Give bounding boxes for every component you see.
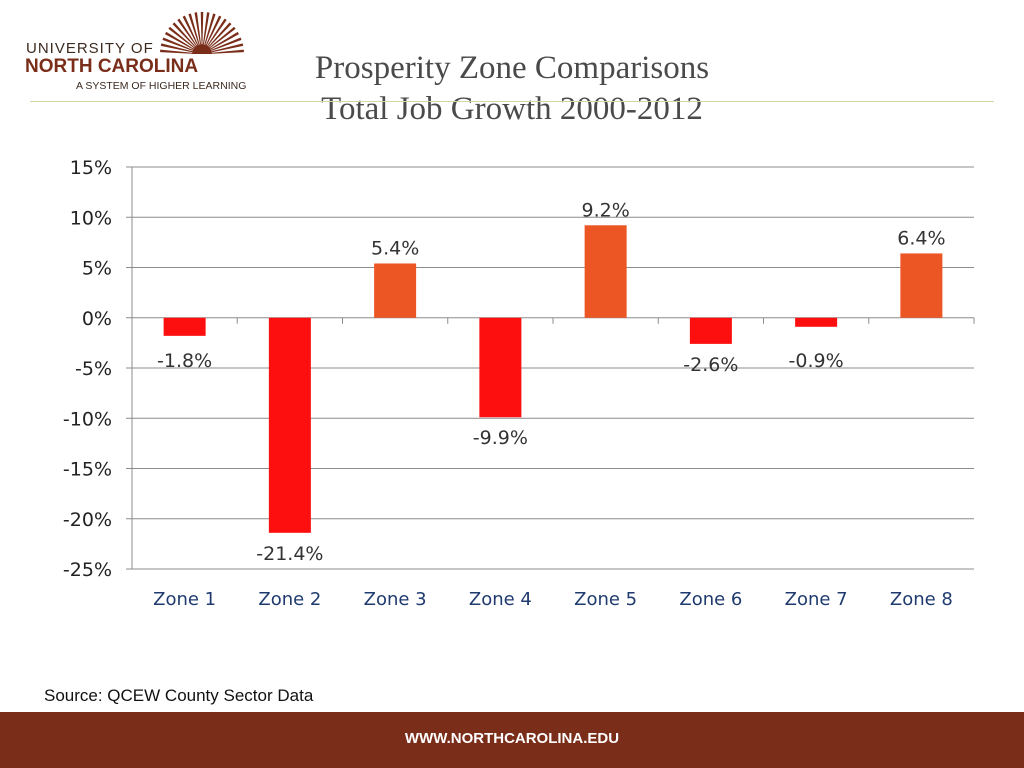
x-tick-label: Zone 4 (469, 589, 532, 610)
x-tick-label: Zone 8 (890, 589, 953, 610)
bar-zone-1 (163, 317, 206, 336)
chart-bars (163, 225, 943, 533)
bar-zone-4 (479, 317, 522, 418)
bar-zone-5 (584, 225, 627, 318)
y-tick-label: 10% (70, 207, 112, 229)
chart-y-axis: 15% 10% 5% 0% -5% -10% -15% -20% -25% (63, 157, 133, 581)
sunburst-ray (162, 37, 193, 51)
y-tick-label: -25% (63, 559, 112, 581)
y-tick-label: 5% (82, 258, 112, 280)
sunburst-ray (160, 43, 193, 53)
sunburst-ray (209, 26, 236, 49)
y-tick-label: -15% (63, 459, 112, 481)
sunburst-core (192, 44, 212, 54)
sunburst-ray (211, 43, 244, 53)
data-label: 9.2% (581, 199, 629, 221)
x-tick-label: Zone 3 (364, 589, 427, 610)
sunburst-ray (160, 49, 193, 54)
sunburst-ray (194, 12, 202, 45)
bar-zone-8 (900, 253, 943, 318)
sunburst-ray (211, 49, 244, 54)
sunburst-logo-icon (160, 12, 244, 54)
data-label: 5.4% (371, 237, 419, 259)
y-tick-label: 0% (82, 308, 112, 330)
bar-zone-6 (689, 317, 732, 344)
sunburst-ray (165, 31, 194, 50)
data-label: -1.8% (157, 350, 212, 372)
title-divider (30, 101, 994, 102)
sunburst-ray (200, 12, 204, 45)
logo-text-university-of: UNIVERSITY OF (26, 40, 154, 57)
x-tick-label: Zone 5 (574, 589, 637, 610)
y-tick-label: 15% (70, 157, 112, 179)
title-line-1: Prosperity Zone Comparisons (314, 50, 710, 86)
sunburst-ray (207, 18, 227, 47)
page-title: Prosperity Zone Comparisons Total Job Gr… (250, 48, 774, 130)
y-tick-label: -5% (75, 358, 112, 380)
y-tick-label: -10% (63, 408, 112, 430)
x-tick-label: Zone 1 (153, 589, 216, 610)
sunburst-ray (188, 13, 200, 45)
sunburst-ray (208, 22, 232, 48)
logo-text-tagline: A SYSTEM OF HIGHER LEARNING (76, 80, 247, 92)
sunburst-ray (210, 31, 239, 50)
sunburst-ray (182, 15, 199, 46)
bar-zone-2 (268, 317, 311, 533)
sunburst-ray (204, 13, 216, 45)
data-label: -21.4% (256, 543, 323, 565)
chart-x-axis: Zone 1 Zone 2 Zone 3 Zone 4 Zone 5 Zone 6 Zone… (131, 317, 975, 610)
x-tick-label: Zone 7 (785, 589, 848, 610)
sunburst-ray (202, 12, 210, 45)
footer-bar: WWW.NORTHCAROLINA.EDU (0, 712, 1024, 768)
data-label: 6.4% (897, 227, 945, 249)
x-tick-label: Zone 2 (258, 589, 321, 610)
bar-zone-7 (795, 317, 838, 327)
sunburst-ray (168, 26, 195, 49)
data-label: -2.6% (683, 354, 738, 376)
chart-data-labels: -1.8% -21.4% 5.4% -9.9% 9.2% -2.6% -0.9% 6.4% (157, 199, 945, 565)
bar-zone-3 (374, 263, 417, 318)
x-tick-label: Zone 6 (679, 589, 742, 610)
logo-text-north-carolina: NORTH CAROLINA (25, 56, 199, 77)
sunburst-ray (172, 22, 196, 48)
footer-website-link[interactable]: WWW.NORTHCAROLINA.EDU (404, 730, 620, 747)
bar-chart: 15% 10% 5% 0% -5% -10% -15% -20% -25% -1.8% -21.4… (63, 157, 975, 610)
sunburst-ray (177, 18, 197, 47)
sunburst-ray (211, 37, 242, 51)
title-line-2: Total Job Growth 2000-2012 (321, 91, 703, 127)
data-label: -0.9% (789, 350, 844, 372)
data-label: -9.9% (473, 427, 528, 449)
sunburst-ray (205, 15, 222, 46)
source-note: Source: QCEW County Sector Data (44, 686, 314, 705)
y-tick-label: -20% (63, 509, 112, 531)
chart-gridlines (132, 166, 974, 570)
university-logo: UNIVERSITY OF NORTH CAROLINA A SYSTEM OF… (18, 6, 248, 96)
